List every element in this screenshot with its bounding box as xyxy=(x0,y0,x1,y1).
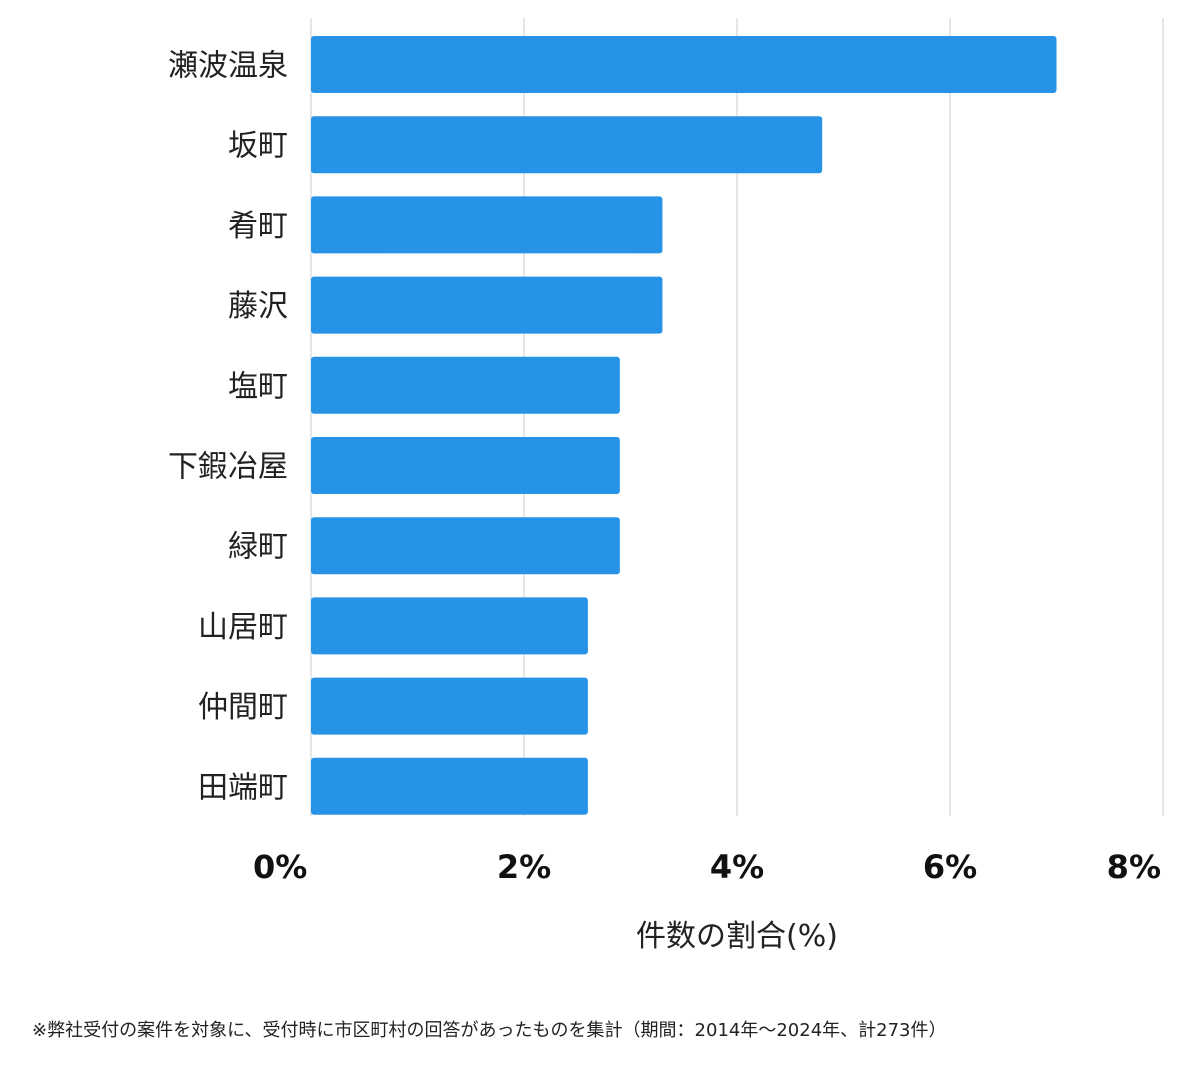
bars xyxy=(311,36,1057,815)
x-tick-label: 6% xyxy=(923,848,977,886)
footnote: ※弊社受付の案件を対象に、受付時に市区町村の回答があったものを集計（期間：201… xyxy=(32,1020,947,1041)
x-tick-labels: 0% 2% 4% 6% 8% xyxy=(253,848,1161,886)
bar xyxy=(311,757,588,815)
x-tick-label: 4% xyxy=(710,848,764,886)
bar xyxy=(311,116,823,174)
category-label: 田端町 xyxy=(198,770,288,805)
bar xyxy=(311,276,663,334)
category-label: 緑町 xyxy=(228,530,288,565)
category-label: 下鍜冶屋 xyxy=(168,450,288,485)
category-label: 仲間町 xyxy=(198,690,288,725)
category-label: 瀬波温泉 xyxy=(168,49,288,84)
x-tick-label: 2% xyxy=(497,848,551,886)
category-label: 藤沢 xyxy=(228,289,288,324)
bar xyxy=(311,356,620,414)
category-label: 塩町 xyxy=(228,369,288,404)
category-label: 坂町 xyxy=(228,129,288,164)
bar xyxy=(311,597,588,655)
bar xyxy=(311,677,588,735)
x-tick-label: 8% xyxy=(1107,848,1161,886)
x-axis-title: 件数の割合(%) xyxy=(636,919,838,954)
bar xyxy=(311,196,663,254)
x-tick-label: 0% xyxy=(253,848,307,886)
bar xyxy=(311,517,620,575)
category-label: 山居町 xyxy=(198,610,288,645)
bar xyxy=(311,437,620,494)
category-label: 肴町 xyxy=(228,209,288,244)
bar xyxy=(311,36,1057,93)
